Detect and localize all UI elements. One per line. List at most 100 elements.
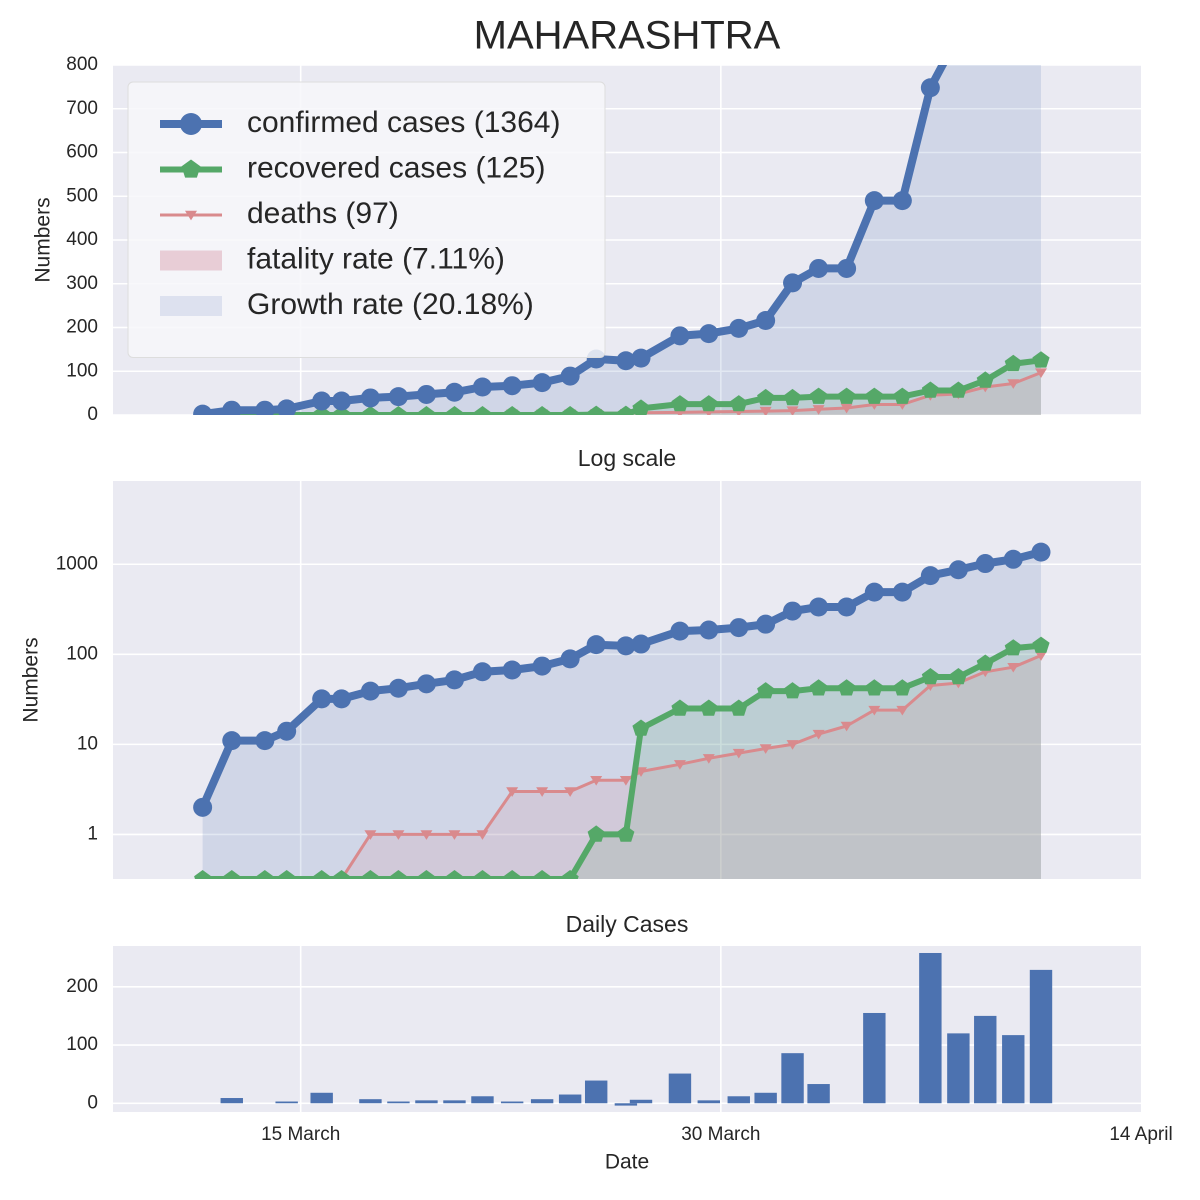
data-point: [222, 400, 242, 415]
bar: [863, 1012, 886, 1104]
data-point: [670, 326, 690, 346]
y-tick-label: 300: [66, 273, 98, 294]
data-point: [256, 870, 274, 879]
plot-area: [220, 952, 1053, 1106]
data-point: [586, 635, 606, 655]
data-point: [838, 679, 856, 696]
data-point: [332, 689, 352, 709]
data-point: [420, 830, 433, 840]
data-point: [893, 387, 911, 404]
data-point: [222, 731, 242, 751]
bar: [220, 1098, 243, 1104]
data-point: [1004, 354, 1022, 372]
data-point: [587, 405, 605, 415]
data-point: [837, 597, 857, 617]
y-tick-label: 700: [66, 98, 98, 119]
data-point: [617, 825, 635, 842]
data-point: [631, 348, 651, 368]
data-point: [865, 679, 883, 696]
x-axis-label: Date: [605, 1151, 649, 1174]
data-point: [332, 391, 352, 411]
data-point: [388, 387, 408, 407]
data-point: [786, 740, 799, 750]
data-point: [1035, 368, 1048, 378]
data-point: [333, 406, 351, 415]
bar: [558, 1094, 582, 1104]
data-point: [864, 191, 884, 211]
y-axis-label: Numbers: [20, 637, 43, 722]
data-point: [561, 870, 579, 879]
data-point: [448, 830, 461, 840]
data-point: [506, 787, 519, 797]
bar: [697, 1100, 720, 1104]
series-area: [202, 65, 1041, 415]
data-point: [392, 830, 405, 840]
data-point: [729, 618, 749, 638]
data-point: [503, 406, 521, 415]
legend-marker: [181, 159, 201, 178]
data-point: [532, 656, 552, 676]
subplot-title: Daily Cases: [566, 911, 689, 937]
bar: [359, 1099, 382, 1104]
series-area: [202, 552, 1042, 879]
data-point: [920, 78, 940, 98]
data-point: [472, 662, 492, 682]
data-point: [194, 870, 212, 879]
x-tick-label: 30 March: [681, 1124, 760, 1145]
plot-area: [193, 65, 1050, 415]
x-tick-label: 14 April: [1109, 1124, 1172, 1145]
data-point: [810, 387, 828, 404]
legend-label: deaths (97): [247, 197, 399, 230]
data-point: [536, 787, 549, 797]
x-tick-label: 15 March: [261, 1124, 340, 1145]
data-point: [757, 388, 775, 406]
data-point: [417, 870, 435, 879]
data-point: [616, 636, 636, 656]
data-point: [277, 399, 297, 415]
data-point: [865, 387, 883, 404]
data-point: [892, 582, 912, 602]
bar: [807, 1084, 830, 1104]
data-point: [533, 870, 551, 879]
bar: [471, 1096, 494, 1104]
data-point: [810, 679, 828, 696]
legend-patch: [160, 250, 222, 271]
bar: [500, 1101, 524, 1104]
data-point: [976, 654, 994, 671]
data-point: [1003, 549, 1023, 569]
data-point: [617, 405, 635, 415]
data-point: [476, 830, 489, 840]
data-point: [416, 384, 436, 404]
data-point: [619, 776, 632, 786]
data-point: [730, 395, 748, 412]
data-point: [759, 406, 772, 415]
y-tick-label: 200: [66, 317, 98, 338]
data-point: [333, 870, 351, 879]
data-point: [756, 614, 776, 634]
data-point: [809, 597, 829, 617]
data-point: [812, 405, 825, 415]
data-point: [313, 870, 331, 879]
y-tick-label: 100: [66, 360, 98, 381]
data-point: [616, 351, 636, 371]
data-point: [561, 406, 579, 415]
data-point: [193, 404, 213, 415]
data-point: [533, 406, 551, 415]
legend-box: [127, 81, 606, 358]
data-point: [784, 388, 802, 406]
legend-marker: [180, 113, 202, 135]
plot-background: [113, 946, 1141, 1112]
bar: [275, 1101, 298, 1104]
data-point: [837, 258, 857, 278]
bar: [1002, 1035, 1025, 1104]
data-point: [416, 674, 436, 694]
data-point: [360, 681, 380, 701]
data-point: [255, 400, 275, 415]
data-point: [864, 582, 884, 602]
data-point: [444, 670, 464, 690]
data-point: [920, 566, 940, 586]
data-point: [730, 699, 748, 716]
data-point: [838, 387, 856, 404]
y-tick-label: 600: [66, 142, 98, 163]
data-point: [361, 406, 379, 415]
